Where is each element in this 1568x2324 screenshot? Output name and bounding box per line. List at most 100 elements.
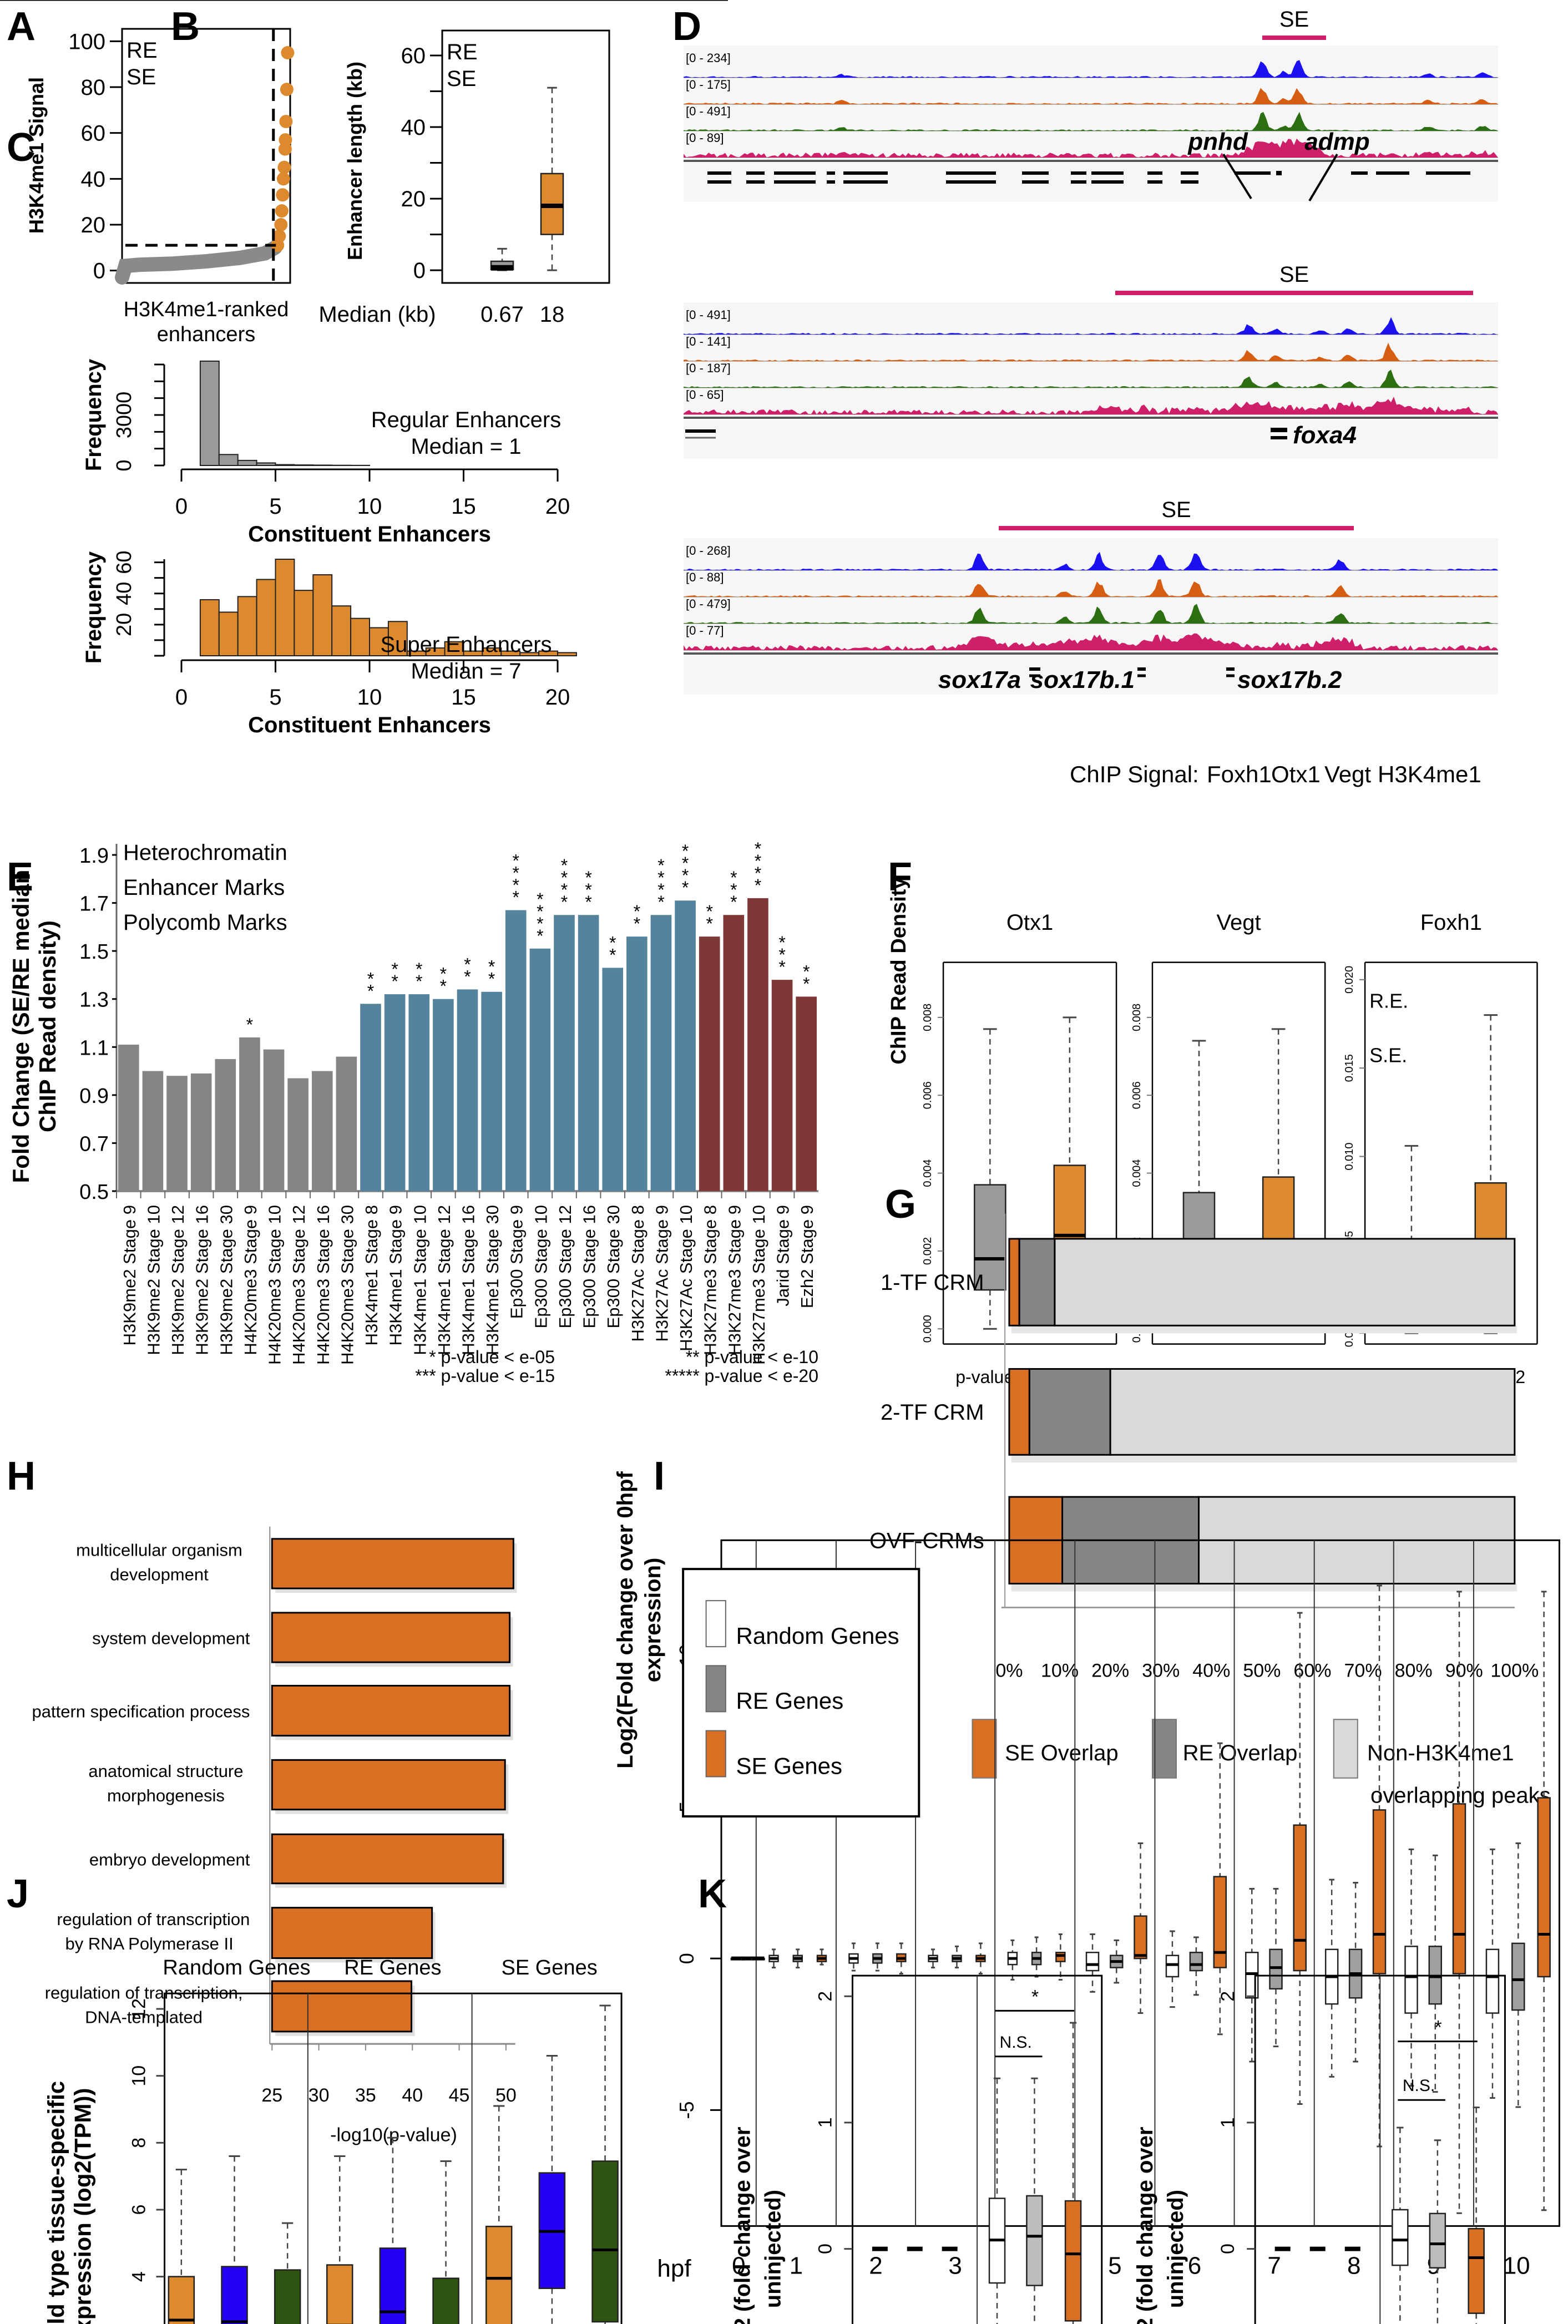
y-tick-label: 0.006 [922, 1081, 934, 1109]
gene-pointer [1308, 153, 1338, 202]
box-se-genes [896, 1942, 907, 1975]
significance-star: * [585, 868, 591, 888]
histogram-bar [199, 360, 220, 467]
stacked-bar-segment [1018, 1238, 1056, 1326]
gene-label: sox17b.2 [1237, 666, 1342, 693]
y-tick-label: 0 [413, 259, 426, 283]
significance-star: * [440, 964, 447, 984]
track-background [684, 45, 1498, 158]
bar [505, 910, 527, 1191]
significance-star: * [657, 880, 664, 900]
chip-signal-track [684, 138, 1498, 158]
median-annotation: Median = 7 [411, 659, 521, 683]
box-re-genes [1429, 2139, 1446, 2324]
category-label: multicellular organism [76, 1540, 242, 1560]
legend-label: RE Genes [736, 1688, 844, 1714]
legend-label: SE Overlap [1005, 1741, 1119, 1765]
box-random-genes [768, 1948, 779, 1969]
se-point [279, 133, 292, 147]
se-point [275, 204, 289, 218]
box-iqr [1468, 2227, 1485, 2314]
x-tick-label: 15 [451, 494, 476, 519]
legend-se: S.E. [1369, 1044, 1407, 1066]
y-tick-label: 0.004 [1131, 1160, 1143, 1187]
panel-c-bottom-chart: 20 40 60 Frequency 0 5 10 15 20 Constituent Enhan… [82, 550, 577, 737]
panel-letter: I [654, 1454, 665, 1498]
bar [263, 1049, 285, 1191]
significance-star: * [803, 961, 810, 981]
se-point [281, 46, 295, 60]
significance-star: * [488, 969, 495, 989]
panel-letter: E [7, 855, 33, 899]
y-tick-label: 12 [129, 1998, 150, 2019]
se-point [276, 172, 290, 186]
subplot-title: Vegt [1217, 910, 1261, 935]
x-tick-label: 30 [308, 2085, 330, 2106]
bar [271, 1684, 511, 1737]
box-iqr [485, 2225, 513, 2324]
chip-legend-item: Foxh1 [1207, 761, 1272, 787]
median-value-re: 0.67 [480, 302, 524, 327]
box-ectoderm [485, 2105, 513, 2324]
chart-title: Regular Enhancers [371, 408, 561, 432]
box-random-genes [1485, 1848, 1500, 2099]
significance-star: * [803, 974, 810, 994]
y-tick-label: 0.015 [1343, 1054, 1355, 1082]
y-tick-label: -5 [675, 2101, 698, 2119]
track-range-label: [0 - 491] [686, 308, 731, 322]
chip-signal-track [684, 88, 1498, 104]
x-tick-label: 0 [175, 494, 188, 519]
box-iqr [1392, 2209, 1409, 2266]
se-point [280, 83, 294, 97]
y-tick-label: 20 [113, 613, 136, 636]
histogram-bar [256, 579, 276, 657]
significance-star: * [778, 945, 785, 965]
box-re-genes [952, 1945, 962, 1969]
box-re-genes [1269, 1887, 1283, 2048]
box-iqr [1293, 1824, 1307, 1972]
bar [271, 1907, 433, 1960]
se-point [274, 217, 288, 231]
box-mesoderm [379, 2136, 407, 2324]
box-se-genes [1055, 1933, 1066, 1981]
significance-star: * [391, 959, 398, 979]
legend-re: RE [447, 40, 478, 64]
significance-star: * [585, 892, 591, 912]
y-tick-label: 4 [129, 2271, 150, 2282]
box-random-genes [1324, 1879, 1339, 2078]
category-label: DNA-templated [85, 2007, 203, 2027]
box-random-genes [1007, 1939, 1018, 1981]
x-tick-label: 5 [269, 685, 281, 710]
facet-label: SE Genes [502, 1956, 598, 1979]
significance-star: * [682, 878, 689, 898]
y-axis-label: Wild type tissue-specific [43, 2081, 69, 2324]
x-tick-label: H3K27Ac Stage 8 [628, 1205, 648, 1341]
box-iqr [1085, 1952, 1100, 1972]
y-tick-label: 0 [815, 2244, 836, 2254]
significance-star: * [755, 863, 761, 883]
footnote: ***** p-value < e-20 [665, 1366, 818, 1386]
track-range-label: [0 - 89] [686, 131, 724, 145]
x-tick-label: 10% [1041, 1660, 1079, 1682]
significance-star: * [537, 889, 543, 909]
panel-i-chart: -50510Log2(Fold change over 0hpfexpressi… [0, 0, 1560, 2282]
category-label: embryo development [89, 1850, 250, 1870]
significance-star: * [561, 868, 568, 888]
box-mesoderm [538, 2054, 566, 2324]
significance-star: * [755, 851, 761, 871]
x-tick-label: 0 [175, 685, 188, 710]
y-axis-label: Log2 (fold change over [1133, 2127, 1157, 2324]
significance-star: * [755, 839, 761, 859]
box-ectoderm [168, 2169, 195, 2324]
subplot-title: Otx1 [1006, 910, 1053, 935]
box-re-genes [1428, 1854, 1442, 2093]
ns-label: N.S. [1403, 2077, 1435, 2095]
x-tick-label: 20% [1091, 1660, 1129, 1682]
box-re-genes [1348, 1882, 1363, 2063]
box-random-genes [928, 1948, 938, 1969]
histogram-bar [350, 617, 370, 656]
box-re-genes [872, 1942, 883, 1972]
bar [142, 1071, 164, 1191]
panel-j-chart: 024681012Wild type tissue-specificexpres… [43, 1956, 623, 2324]
